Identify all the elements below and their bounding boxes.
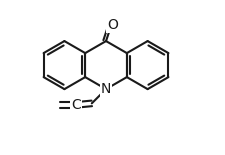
Text: N: N <box>100 82 111 96</box>
Text: C: C <box>70 98 80 112</box>
Text: O: O <box>106 18 117 32</box>
